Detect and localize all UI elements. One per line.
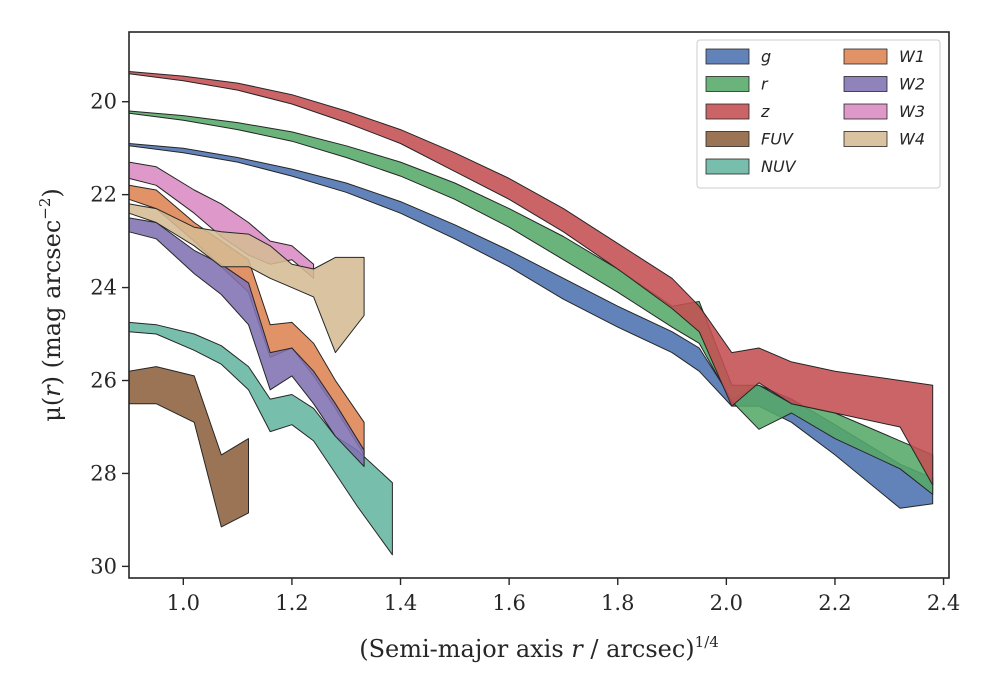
legend-label-nuv: NUV xyxy=(761,157,797,176)
legend-swatch-w2 xyxy=(843,76,888,92)
x-tick-label: 2.4 xyxy=(927,591,960,615)
y-tick-label: 20 xyxy=(90,90,117,114)
y-axis-label: μ(r) (mag arcsec−2) xyxy=(36,188,66,422)
x-tick-label: 1.2 xyxy=(275,591,308,615)
y-tick-label: 24 xyxy=(90,276,117,300)
band-w4 xyxy=(128,203,365,354)
legend-swatch-nuv xyxy=(705,158,750,175)
x-tick-label: 1.6 xyxy=(492,591,525,615)
band-fuv xyxy=(128,366,249,528)
x-tick-label: 1.4 xyxy=(384,591,417,615)
y-tick-label: 22 xyxy=(90,183,117,207)
x-tick-label: 1.0 xyxy=(167,591,200,615)
legend-swatch-w3 xyxy=(843,103,888,120)
legend-swatch-z xyxy=(705,103,750,120)
plot-frame xyxy=(128,31,950,579)
x-axis-ticks: 1.0 1.2 1.4 1.6 1.8 2.0 2.2 2.4 xyxy=(167,578,960,615)
legend-label-w1: W1 xyxy=(899,47,925,66)
band-g xyxy=(128,143,934,509)
legend-swatch-w4 xyxy=(843,131,888,147)
legend-label-g: g xyxy=(761,47,771,66)
band-nuv xyxy=(128,321,393,556)
legend-swatch-fuv xyxy=(705,131,750,147)
legend-swatch-w1 xyxy=(843,48,888,65)
legend-label-w2: W2 xyxy=(899,75,925,94)
legend-label-r: r xyxy=(761,75,769,94)
legend-swatch-g xyxy=(705,48,750,65)
y-tick-label: 30 xyxy=(90,554,117,578)
x-tick-label: 1.8 xyxy=(601,591,634,615)
x-axis-label: (Semi-major axis r / arcsec)1/4 xyxy=(359,633,719,663)
legend: grz FUV NUV W1 W2 W3 W4 xyxy=(696,39,941,189)
band-w2 xyxy=(128,217,365,467)
y-axis-ticks: 20 22 24 26 28 30 xyxy=(90,90,129,578)
legend-label-fuv: FUV xyxy=(761,130,794,149)
band-layer xyxy=(128,71,934,556)
x-tick-label: 2.0 xyxy=(710,591,743,615)
y-tick-label: 26 xyxy=(90,369,117,393)
legend-label-w3: W3 xyxy=(899,102,925,121)
x-tick-label: 2.2 xyxy=(818,591,851,615)
legend-label-w4: W4 xyxy=(899,130,925,149)
band-z xyxy=(128,71,934,486)
y-tick-label: 28 xyxy=(90,461,117,485)
legend-swatch-r xyxy=(705,76,750,92)
legend-label-z: z xyxy=(760,102,770,121)
